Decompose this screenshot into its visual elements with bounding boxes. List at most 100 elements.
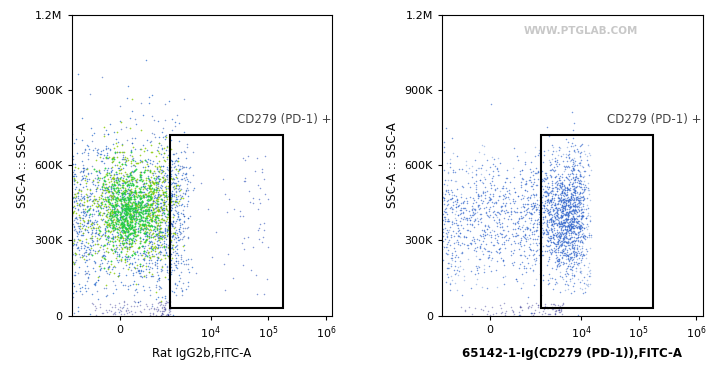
Point	[556, 181, 568, 187]
Point	[556, 188, 568, 194]
Point	[148, 186, 160, 192]
Point	[122, 219, 133, 225]
Point	[155, 222, 166, 228]
Point	[119, 185, 130, 191]
Point	[442, 189, 454, 195]
Point	[552, 207, 564, 213]
Point	[562, 197, 574, 203]
Point	[120, 217, 131, 223]
Point	[108, 217, 119, 223]
Point	[567, 175, 579, 181]
Point	[87, 163, 98, 169]
Point	[114, 242, 125, 248]
Point	[117, 161, 128, 167]
Point	[545, 246, 556, 252]
Point	[522, 201, 533, 207]
Point	[49, 221, 60, 227]
Point	[130, 215, 141, 221]
Point	[163, 233, 175, 239]
Point	[179, 247, 190, 253]
Point	[469, 305, 480, 310]
Point	[128, 298, 140, 304]
Point	[576, 239, 587, 245]
Point	[436, 190, 447, 196]
Point	[495, 204, 507, 210]
Point	[101, 187, 113, 193]
Point	[169, 199, 181, 204]
Point	[556, 190, 568, 196]
Point	[456, 304, 467, 310]
Point	[138, 202, 150, 208]
Point	[465, 214, 476, 220]
Point	[567, 219, 579, 225]
Point	[543, 235, 555, 241]
Point	[556, 239, 567, 244]
Point	[143, 233, 155, 239]
Point	[146, 182, 157, 188]
Point	[118, 230, 129, 236]
Point	[74, 197, 85, 203]
Point	[439, 195, 450, 201]
Point	[571, 246, 583, 251]
Point	[561, 223, 573, 229]
Point	[556, 182, 568, 188]
Point	[465, 218, 476, 224]
Point	[133, 244, 145, 250]
Point	[51, 194, 62, 200]
Point	[153, 220, 164, 226]
Point	[124, 208, 136, 214]
Point	[128, 193, 139, 199]
Point	[428, 204, 440, 210]
Point	[426, 202, 437, 208]
Point	[564, 181, 575, 187]
Point	[87, 225, 99, 231]
Point	[572, 218, 584, 224]
Point	[127, 215, 138, 221]
Point	[454, 234, 465, 240]
Point	[156, 249, 167, 255]
Point	[71, 179, 82, 185]
Point	[559, 226, 570, 232]
Point	[62, 149, 73, 155]
Point	[567, 202, 579, 208]
Point	[110, 245, 122, 251]
Point	[115, 200, 127, 206]
Point	[454, 230, 465, 236]
Point	[166, 157, 177, 163]
Point	[580, 184, 592, 189]
Point	[120, 227, 132, 233]
Point	[176, 201, 187, 207]
Point	[108, 194, 119, 200]
Point	[514, 304, 526, 310]
Point	[124, 187, 136, 193]
Point	[443, 191, 455, 197]
Point	[438, 145, 450, 150]
Point	[163, 223, 174, 229]
Point	[125, 214, 137, 219]
Point	[541, 184, 553, 190]
Point	[429, 225, 441, 230]
Point	[542, 207, 554, 212]
Point	[152, 244, 163, 250]
Point	[113, 257, 125, 262]
Point	[485, 196, 496, 201]
Point	[97, 193, 108, 199]
Point	[535, 240, 546, 246]
Point	[580, 168, 592, 174]
Point	[549, 158, 561, 164]
Point	[567, 225, 579, 230]
Point	[153, 194, 165, 200]
Point	[516, 271, 527, 277]
Point	[473, 256, 485, 262]
Point	[148, 193, 160, 199]
Point	[156, 174, 168, 180]
Point	[65, 236, 77, 242]
Point	[135, 189, 146, 195]
Point	[141, 210, 152, 216]
Point	[160, 177, 171, 182]
Point	[491, 231, 503, 237]
Point	[442, 197, 454, 203]
Point	[139, 185, 151, 191]
Point	[123, 174, 135, 179]
Point	[115, 235, 127, 241]
